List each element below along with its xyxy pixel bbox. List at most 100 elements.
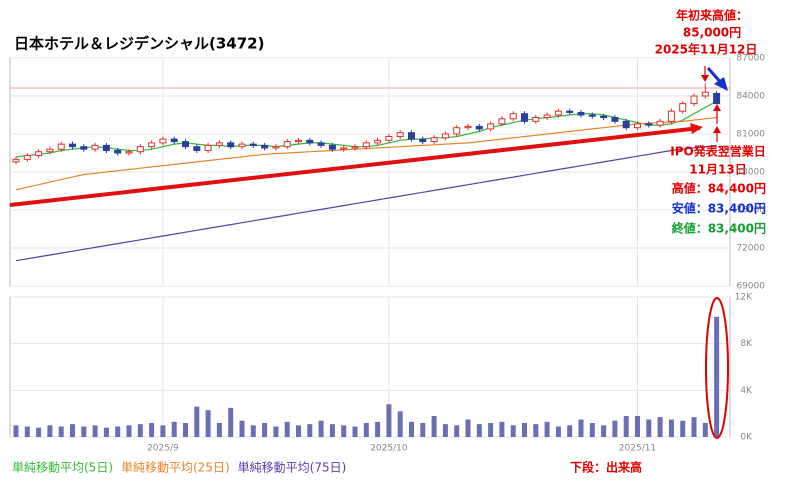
candle-body xyxy=(193,146,201,151)
volume-bar xyxy=(465,419,471,437)
legend-entry: 単純移動平均(25日) xyxy=(121,461,230,475)
candle-body xyxy=(453,127,461,135)
candle-body xyxy=(396,132,404,138)
candle-body xyxy=(12,158,20,163)
candle-body xyxy=(23,155,31,160)
volume-bar xyxy=(250,425,256,437)
volume-bar xyxy=(183,423,188,437)
annotation: 2025年11月12日 xyxy=(655,42,758,57)
candle-body xyxy=(102,144,110,151)
volume-bar xyxy=(488,423,494,437)
volume-bar xyxy=(58,426,64,437)
candle-body xyxy=(385,136,393,141)
candle-body xyxy=(713,92,721,105)
volume-bar xyxy=(171,421,177,437)
candle-body xyxy=(159,138,167,144)
volume-bar xyxy=(612,420,618,437)
candle-body xyxy=(408,132,415,140)
volume-bar xyxy=(567,425,573,437)
volume-bar xyxy=(149,423,155,437)
trend-line xyxy=(9,126,701,207)
candle-body xyxy=(611,117,619,122)
volume-bar xyxy=(601,425,607,437)
annotation: IPO発表翌営業日 xyxy=(670,144,765,159)
candle-body xyxy=(577,111,585,116)
candle-body xyxy=(80,146,88,150)
candle-body xyxy=(566,110,574,113)
volume-bar xyxy=(92,425,98,437)
candle-body xyxy=(532,117,540,122)
candle-body xyxy=(701,91,709,97)
y-tick-label: 0K xyxy=(740,433,753,443)
volume-bar xyxy=(635,416,640,437)
candle-body xyxy=(351,146,359,149)
volume-bar xyxy=(296,425,301,437)
volume-bar xyxy=(555,426,561,437)
volume-bar xyxy=(13,425,19,437)
volume-bar xyxy=(81,426,87,437)
candle-body xyxy=(261,144,269,149)
candle-body xyxy=(521,113,528,122)
ma-line xyxy=(15,144,717,262)
volume-bar xyxy=(126,425,132,437)
x-tick-label: 2025/10 xyxy=(370,444,408,454)
volume-bar xyxy=(668,419,674,437)
candle-body xyxy=(204,144,212,151)
y-tick-label: 4K xyxy=(740,386,753,396)
candle-body xyxy=(487,123,495,130)
candle-body xyxy=(317,142,325,146)
y-tick-label: 81000 xyxy=(736,130,765,140)
candle-body xyxy=(148,142,156,148)
volume-bar xyxy=(680,420,686,437)
volume-bar xyxy=(70,424,75,437)
candle-body xyxy=(69,143,76,148)
y-tick-label: 69000 xyxy=(736,282,765,292)
candle-body xyxy=(125,151,133,154)
volume-bar xyxy=(397,411,403,437)
annotation: 終値：83,400円 xyxy=(672,221,766,236)
candle-body xyxy=(622,120,630,129)
volume-highlight xyxy=(705,297,729,439)
x-tick-label: 2025/9 xyxy=(147,444,179,454)
arrowhead xyxy=(713,104,721,111)
legend-entry: 単純移動平均(75日) xyxy=(238,461,347,475)
candle-body xyxy=(475,125,483,130)
annotation: 85,000円 xyxy=(683,26,741,40)
candle-body xyxy=(57,143,65,150)
volume-bar xyxy=(499,421,505,437)
volume-bar xyxy=(375,421,381,437)
volume-bar xyxy=(341,425,347,437)
annotation: 安値：83,400円 xyxy=(672,201,766,216)
candle-body xyxy=(419,138,427,143)
volume-bar xyxy=(205,410,211,437)
volume-note: 下段：出来高 xyxy=(570,460,642,475)
volume-bar xyxy=(103,427,109,437)
candle-body xyxy=(249,143,257,146)
volume-bar xyxy=(544,421,550,437)
candle-body xyxy=(498,118,506,125)
candle-body xyxy=(182,141,189,148)
candle-body xyxy=(588,114,596,117)
volume-bar xyxy=(510,425,516,437)
volume-bar xyxy=(137,424,143,437)
y-tick-label: 8K xyxy=(740,339,753,349)
volume-bar xyxy=(273,426,279,437)
volume-bar xyxy=(442,424,448,437)
volume-bar xyxy=(657,417,663,437)
candle-body xyxy=(227,142,235,148)
x-tick-label: 2025/11 xyxy=(619,444,656,454)
candle-body xyxy=(543,114,551,119)
candle-body xyxy=(464,125,472,129)
candle-body xyxy=(374,139,382,144)
volume-bar xyxy=(623,416,629,437)
volume-bar xyxy=(307,424,313,437)
plot xyxy=(10,57,730,438)
candle-body xyxy=(554,110,562,116)
volume-bar xyxy=(352,426,358,437)
volume-bar xyxy=(36,427,42,437)
candle-body xyxy=(509,113,517,120)
candle-body xyxy=(136,146,144,153)
volume-bar xyxy=(714,316,720,437)
candle-body xyxy=(645,123,653,126)
